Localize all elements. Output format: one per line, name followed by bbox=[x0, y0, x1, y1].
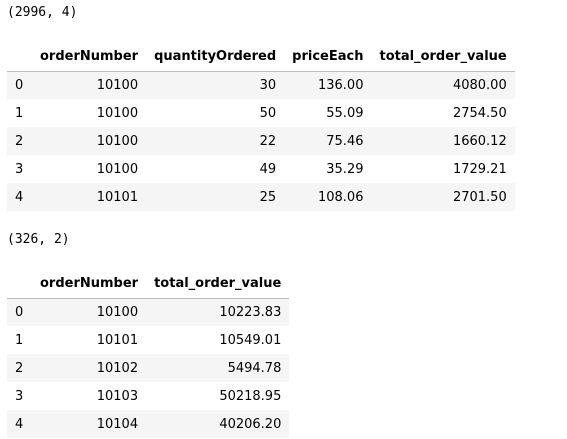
table-cell: 2754.50 bbox=[452, 105, 507, 121]
column-header: orderNumber bbox=[32, 270, 147, 299]
table-cell: 5494.78 bbox=[227, 360, 282, 376]
table-cell: 10103 bbox=[96, 388, 139, 404]
table-cell: 22 bbox=[259, 133, 277, 149]
table-cell: 4080.00 bbox=[452, 77, 507, 93]
table-row: 0 10100 10223.83 bbox=[7, 298, 290, 326]
table-cell: 10549.01 bbox=[219, 332, 282, 348]
table-cell: 10101 bbox=[96, 189, 139, 205]
table-row: 4 10101 25 108.06 2701.50 bbox=[7, 183, 515, 211]
table-header-row: orderNumber quantityOrdered priceEach to… bbox=[7, 43, 515, 72]
table-cell: 10101 bbox=[96, 332, 139, 348]
table-cell: 50 bbox=[259, 105, 277, 121]
row-index: 2 bbox=[15, 133, 24, 149]
output-shape-text: (326, 2) bbox=[7, 232, 70, 247]
table-row: 2 10102 5494.78 bbox=[7, 354, 290, 382]
table-cell: 1660.12 bbox=[452, 133, 507, 149]
dataframe-table: orderNumber total_order_value 0 10100 10… bbox=[7, 270, 290, 438]
column-header: quantityOrdered bbox=[146, 43, 285, 72]
row-index: 1 bbox=[15, 332, 24, 348]
table-row: 3 10103 50218.95 bbox=[7, 382, 290, 410]
table-cell: 35.29 bbox=[326, 161, 364, 177]
column-header: orderNumber bbox=[32, 43, 147, 72]
table-cell: 10102 bbox=[96, 360, 139, 376]
table-header-row: orderNumber total_order_value bbox=[7, 270, 290, 299]
table-cell: 49 bbox=[259, 161, 277, 177]
index-header bbox=[7, 43, 32, 72]
column-header: total_order_value bbox=[146, 270, 290, 299]
row-index: 0 bbox=[15, 304, 24, 320]
row-index: 1 bbox=[15, 105, 24, 121]
dataframe-table: orderNumber quantityOrdered priceEach to… bbox=[7, 43, 515, 211]
table-cell: 10223.83 bbox=[219, 304, 282, 320]
table-cell: 108.06 bbox=[317, 189, 364, 205]
table-cell: 50218.95 bbox=[219, 388, 282, 404]
table-row: 3 10100 49 35.29 1729.21 bbox=[7, 155, 515, 183]
table-cell: 10100 bbox=[96, 77, 139, 93]
row-index: 3 bbox=[15, 161, 24, 177]
row-index: 4 bbox=[15, 189, 24, 205]
table-cell: 10100 bbox=[96, 304, 139, 320]
table-cell: 1729.21 bbox=[452, 161, 507, 177]
table-row: 0 10100 30 136.00 4080.00 bbox=[7, 71, 515, 99]
table-row: 2 10100 22 75.46 1660.12 bbox=[7, 127, 515, 155]
column-header: priceEach bbox=[284, 43, 372, 72]
table-cell: 30 bbox=[259, 77, 277, 93]
row-index: 4 bbox=[15, 416, 24, 432]
table-row: 1 10100 50 55.09 2754.50 bbox=[7, 99, 515, 127]
table-cell: 55.09 bbox=[326, 105, 364, 121]
table-row: 4 10104 40206.20 bbox=[7, 410, 290, 438]
index-header bbox=[7, 270, 32, 299]
table-cell: 2701.50 bbox=[452, 189, 507, 205]
table-cell: 75.46 bbox=[326, 133, 364, 149]
row-index: 3 bbox=[15, 388, 24, 404]
table-cell: 10104 bbox=[96, 416, 139, 432]
table-cell: 10100 bbox=[96, 105, 139, 121]
table-row: 1 10101 10549.01 bbox=[7, 326, 290, 354]
table-cell: 25 bbox=[259, 189, 277, 205]
table-cell: 136.00 bbox=[317, 77, 364, 93]
table-cell: 40206.20 bbox=[219, 416, 282, 432]
output-shape-text: (2996, 4) bbox=[7, 5, 78, 20]
row-index: 2 bbox=[15, 360, 24, 376]
column-header: total_order_value bbox=[371, 43, 515, 72]
row-index: 0 bbox=[15, 77, 24, 93]
table-cell: 10100 bbox=[96, 133, 139, 149]
table-cell: 10100 bbox=[96, 161, 139, 177]
